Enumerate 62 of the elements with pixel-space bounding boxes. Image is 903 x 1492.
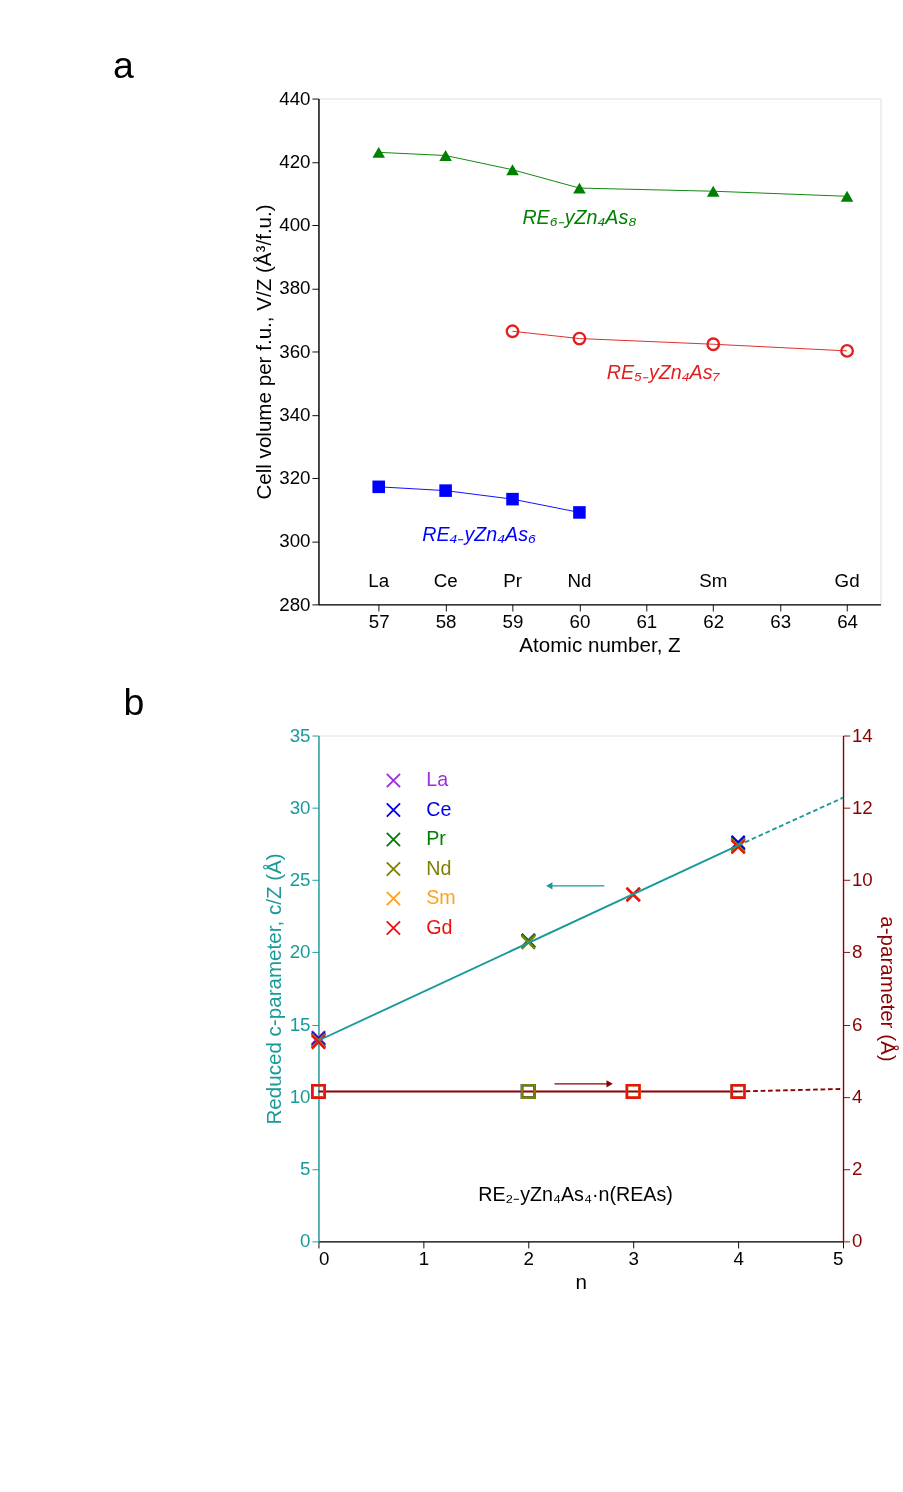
x-tick-label: 58 xyxy=(435,611,457,633)
x-tick-label: 62 xyxy=(703,611,725,633)
annotation: RE₂₋yZn₄As₄·n(REAs) xyxy=(478,1182,673,1205)
x-tick-label: 4 xyxy=(733,1248,744,1270)
x-tick-label: 1 xyxy=(418,1248,430,1270)
annotation: Gd xyxy=(834,569,860,591)
x-tick-label: 5 xyxy=(833,1248,844,1270)
y2-axis-title: a-parameter (Å) xyxy=(877,916,901,1062)
legend-label: Ce xyxy=(426,797,452,820)
x-axis-title: n xyxy=(575,1269,587,1293)
annotation: La xyxy=(368,569,390,591)
series-label: RE₄₋yZn₄As₆ xyxy=(422,522,536,545)
chart-title: a xyxy=(113,43,134,86)
y-tick-label: 25 xyxy=(289,869,311,891)
y2-tick-label: 8 xyxy=(851,941,863,963)
x-tick-label: 59 xyxy=(502,611,524,633)
y-tick-label: 35 xyxy=(289,724,311,746)
annotation: Ce xyxy=(433,569,458,591)
y-tick-label: 15 xyxy=(289,1013,311,1035)
series-label: RE₅₋yZn₄As₇ xyxy=(606,360,721,383)
x-tick-label: 0 xyxy=(318,1248,330,1270)
y2-tick-label: 2 xyxy=(851,1158,863,1180)
chart-title: b xyxy=(123,680,145,723)
y-tick-label: 420 xyxy=(279,150,311,172)
x-tick-label: 57 xyxy=(368,611,390,633)
y-tick-label: 20 xyxy=(289,941,311,963)
y-tick-label: 340 xyxy=(279,403,311,425)
x-tick-label: 3 xyxy=(628,1248,639,1270)
legend-label: Gd xyxy=(426,915,453,938)
y-tick-label: 360 xyxy=(279,340,311,362)
legend-label: Sm xyxy=(426,886,456,909)
x-tick-label: 60 xyxy=(569,611,591,633)
y-tick-label: 0 xyxy=(300,1230,311,1252)
y-tick-label: 440 xyxy=(279,87,311,109)
y-tick-label: 10 xyxy=(289,1085,311,1107)
x-tick-label: 61 xyxy=(636,611,658,633)
y-tick-label: 300 xyxy=(279,530,311,552)
annotation: Sm xyxy=(699,569,728,591)
y-tick-label: 280 xyxy=(279,593,311,615)
y2-tick-label: 10 xyxy=(851,869,873,891)
x-tick-label: 64 xyxy=(837,611,858,633)
y2-tick-label: 4 xyxy=(851,1085,863,1107)
y2-tick-label: 0 xyxy=(851,1230,863,1252)
y2-tick-label: 6 xyxy=(851,1013,863,1035)
y-tick-label: 320 xyxy=(279,467,311,489)
y-tick-label: 30 xyxy=(289,796,311,818)
y-tick-label: 5 xyxy=(300,1158,311,1180)
annotation: Pr xyxy=(503,569,522,591)
legend-label: Nd xyxy=(426,856,452,879)
x-tick-label: 2 xyxy=(523,1248,534,1270)
y-axis-title: Reduced c-parameter, c/Z (Å) xyxy=(262,853,286,1125)
x-tick-label: 63 xyxy=(770,611,792,633)
legend-label: La xyxy=(426,768,449,791)
x-axis-title: Atomic number, Z xyxy=(519,632,681,656)
legend-label: Pr xyxy=(426,827,447,850)
series-label: RE₆₋yZn₄As₈ xyxy=(522,206,637,229)
y2-tick-label: 12 xyxy=(851,796,873,818)
y-tick-label: 400 xyxy=(279,214,311,236)
annotation: Nd xyxy=(567,569,592,591)
y-axis-title: Cell volume per f.u., V/Z (Å³/f.u.) xyxy=(251,204,275,500)
y-tick-label: 380 xyxy=(279,277,311,299)
y2-tick-label: 14 xyxy=(851,724,873,746)
